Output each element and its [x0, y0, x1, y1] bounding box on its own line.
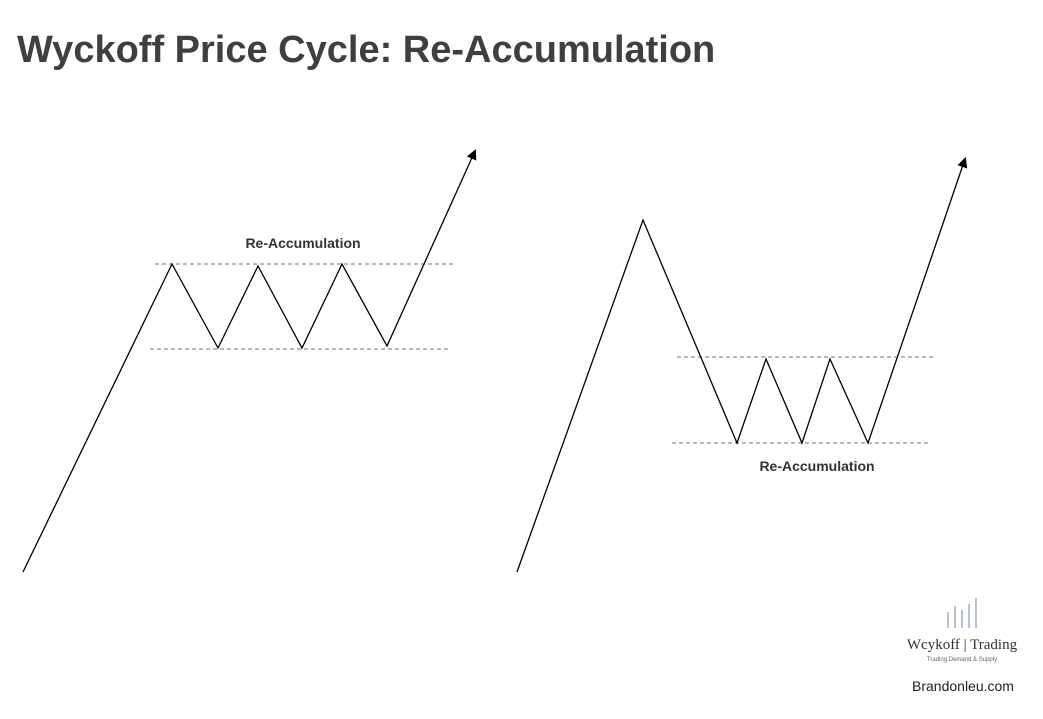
- website: Brandonleu.com: [912, 678, 1014, 694]
- title: Wyckoff Price Cycle: Re-Accumulation: [17, 29, 715, 71]
- logo-icon: [947, 598, 977, 628]
- price-path: [516, 157, 968, 573]
- range-label: Re-Accumulation: [759, 458, 874, 474]
- logo-name: Wcykoff | Trading: [907, 637, 1018, 653]
- logo-tagline: Trading Demand & Supply: [927, 657, 997, 663]
- range-label: Re-Accumulation: [245, 235, 360, 251]
- price-path: [22, 149, 477, 573]
